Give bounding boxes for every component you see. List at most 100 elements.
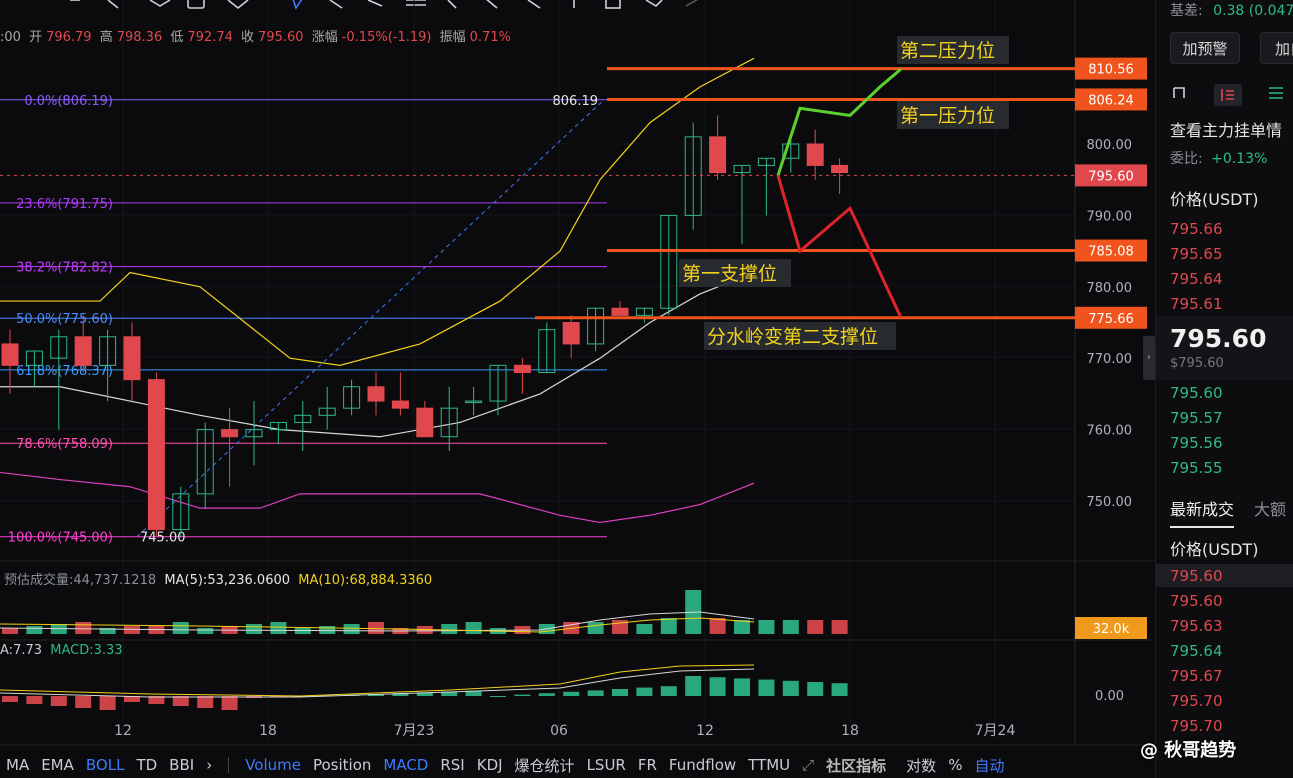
scale-log[interactable]: 对数: [906, 756, 937, 775]
macd-histogram-bar: [490, 696, 506, 697]
macd-histogram-bar: [221, 696, 238, 710]
drawing-toolbar[interactable]: [70, 0, 700, 10]
volume-bar: [587, 622, 604, 634]
volume-bar: [197, 628, 214, 634]
macd-histogram-bar: [441, 691, 458, 696]
indicator-volume[interactable]: Volume: [245, 756, 301, 774]
current-price-tag: [1075, 164, 1147, 187]
high-label: 高: [99, 30, 113, 45]
indicator-lsur[interactable]: LSUR: [586, 756, 626, 774]
time-axis-tick: 7月23: [394, 723, 435, 739]
ask-price[interactable]: 795.65: [1170, 245, 1223, 263]
macd-dea-line: [0, 668, 755, 698]
ask-price[interactable]: 795.66: [1170, 220, 1223, 238]
indicator-macd[interactable]: MACD: [383, 756, 429, 774]
orderbook-view-toggles[interactable]: [1170, 84, 1286, 106]
toolbar-tool-icon: [292, 0, 303, 10]
expand-icon[interactable]: ⤢: [802, 756, 815, 774]
bid-price[interactable]: 795.56: [1170, 434, 1223, 452]
bids-view-icon[interactable]: [1214, 84, 1242, 106]
candle-body: [831, 164, 849, 174]
list-view-icon[interactable]: [1266, 84, 1286, 102]
divider: [228, 757, 230, 773]
volume-bar: [807, 620, 824, 634]
volume-estimate-value: 44,737.1218: [73, 573, 157, 588]
amplitude-value: 0.71%: [469, 30, 511, 45]
boll-upper-band: [0, 57, 755, 366]
volume-bar: [441, 624, 458, 634]
indicator-fundflow[interactable]: Fundflow: [668, 756, 737, 774]
fib-level-label: 23.6%(791.75): [16, 197, 113, 212]
level-label-box: [679, 259, 791, 287]
trades-tabs[interactable]: 最新成交 大额: [1170, 496, 1286, 528]
community-indicators[interactable]: 社区指标: [826, 756, 887, 775]
time-axis-tick: 06: [550, 723, 568, 739]
candle-body: [782, 143, 800, 159]
fib-level-label: 61.8%(768.37): [16, 364, 113, 379]
macd-axis-label: 0.00: [1095, 689, 1124, 704]
add-alert-button[interactable]: 加预警: [1170, 32, 1240, 64]
add-watchlist-button[interactable]: 加自: [1260, 32, 1293, 64]
price-axis[interactable]: 800.00 790.00 780.00 770.00 760.00 750.00 810.…: [1075, 57, 1147, 510]
candlestick-chart[interactable]: 0.0%(806.19) 23.6%(791.75) 38.2%(782.82) 50…: [0, 0, 1155, 778]
indicator-boll[interactable]: BOLL: [85, 756, 125, 774]
scale-auto[interactable]: 自动: [974, 756, 1005, 775]
macd-histogram-bar: [587, 690, 604, 696]
indicator-liquidation[interactable]: 爆仓统计: [514, 756, 575, 775]
macd-histogram-bar: [734, 678, 750, 696]
trade-price: 795.70: [1170, 717, 1223, 735]
volume-bar: [26, 626, 43, 634]
time-axis[interactable]: 12 18 7月23 06 12 18 7月24: [114, 723, 1015, 739]
candle-body: [367, 386, 385, 402]
volume-bar: [465, 622, 482, 634]
volume-bar: [343, 624, 360, 634]
indicator-rsi[interactable]: RSI: [440, 756, 465, 774]
current-price: 795.60: [1170, 324, 1267, 353]
orderbook-link[interactable]: 查看主力挂单情: [1170, 121, 1283, 140]
volume-axis-tag: [1075, 617, 1147, 639]
indicator-kdj[interactable]: KDJ: [476, 756, 503, 774]
close-label: 收: [241, 30, 255, 45]
candle-body: [660, 214, 678, 309]
macd-dif-line: [0, 664, 755, 697]
price-projection-paths[interactable]: [776, 67, 903, 319]
time-axis-tick: 18: [841, 723, 859, 739]
indicator-ttmu[interactable]: TTMU: [748, 756, 791, 774]
toolbar-tool-icon: [605, 0, 621, 9]
basis-label: 基差:: [1170, 3, 1203, 19]
current-price-tag-text: 795.60: [1088, 169, 1134, 184]
volume-bar: [709, 618, 726, 634]
indicator-td[interactable]: TD: [136, 756, 158, 774]
macd-histogram-bar: [465, 690, 482, 696]
both-sides-view-icon[interactable]: [1170, 84, 1190, 102]
chevron-right-icon[interactable]: ›: [206, 756, 213, 774]
indicator-position[interactable]: Position: [312, 756, 372, 774]
chart-area[interactable]: 0.0%(806.19) 23.6%(791.75) 38.2%(782.82) 50…: [0, 0, 1155, 778]
panel-collapse-handle[interactable]: ›: [1143, 336, 1155, 380]
indicator-bbi[interactable]: BBI: [169, 756, 195, 774]
bid-price[interactable]: 795.55: [1170, 459, 1223, 477]
volume-pane: 32.0k: [0, 590, 1147, 639]
volume-bar: [758, 620, 775, 634]
tab-big-trades[interactable]: 大额: [1254, 500, 1287, 519]
level-price-tag: [1075, 239, 1147, 262]
price-axis-tick: 790.00: [1087, 209, 1133, 224]
ask-price[interactable]: 795.61: [1170, 295, 1223, 313]
indicator-ema[interactable]: EMA: [41, 756, 74, 774]
macd-histogram-bar: [612, 689, 628, 696]
candle-body: [245, 429, 263, 438]
macd-histogram-bar: [807, 682, 824, 696]
macd-histogram-bar: [368, 694, 384, 696]
macd-histogram-bar: [709, 677, 726, 696]
indicator-ma[interactable]: MA: [6, 756, 30, 774]
indicator-fr[interactable]: FR: [637, 756, 657, 774]
bid-price[interactable]: 795.60: [1170, 384, 1223, 402]
volume-bar: [660, 618, 677, 634]
indicator-bar[interactable]: MA EMA BOLL TD BBI › Volume Position MAC…: [0, 752, 1155, 778]
ask-price[interactable]: 795.64: [1170, 270, 1223, 288]
scale-percent[interactable]: %: [948, 756, 963, 774]
bid-price[interactable]: 795.57: [1170, 409, 1223, 427]
macd-histogram-bar: [75, 696, 92, 708]
tab-latest-trades[interactable]: 最新成交: [1170, 496, 1235, 528]
